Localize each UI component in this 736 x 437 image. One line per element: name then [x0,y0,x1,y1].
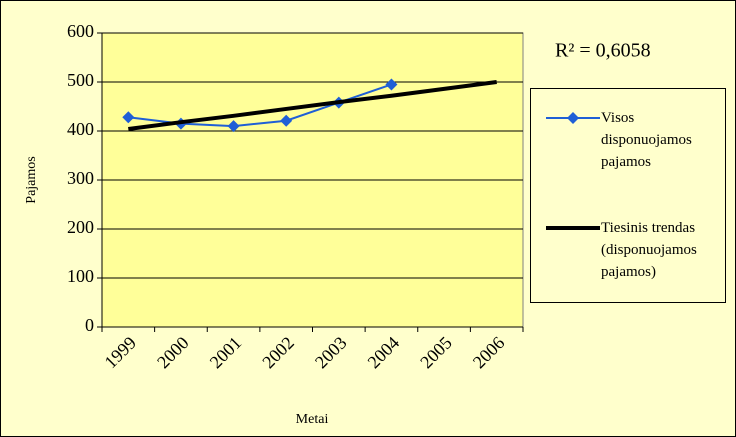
legend-box [530,88,726,303]
y-tick-label: 0 [85,315,94,335]
data-point [280,114,293,127]
trend-line [128,80,497,132]
y-tick-label: 100 [67,266,94,286]
legend-label: Tiesinis trendas (disponuojamos pajamos) [601,220,697,280]
legend-label: Visos disponuojamos pajamos [601,110,692,170]
data-point [385,78,398,91]
y-tick-label: 200 [67,217,94,237]
y-axis-label: Pajamos [24,156,39,203]
x-axis-label: Metai [296,412,329,427]
y-tick-label: 300 [67,168,94,188]
legend-marker [567,112,579,124]
y-tick-label: 500 [67,70,94,90]
data-point [227,120,240,133]
data-point [122,111,135,124]
y-tick-label: 400 [67,119,94,139]
y-tick-label: 600 [67,21,94,41]
annotation: R² = 0,6058 [555,40,651,62]
